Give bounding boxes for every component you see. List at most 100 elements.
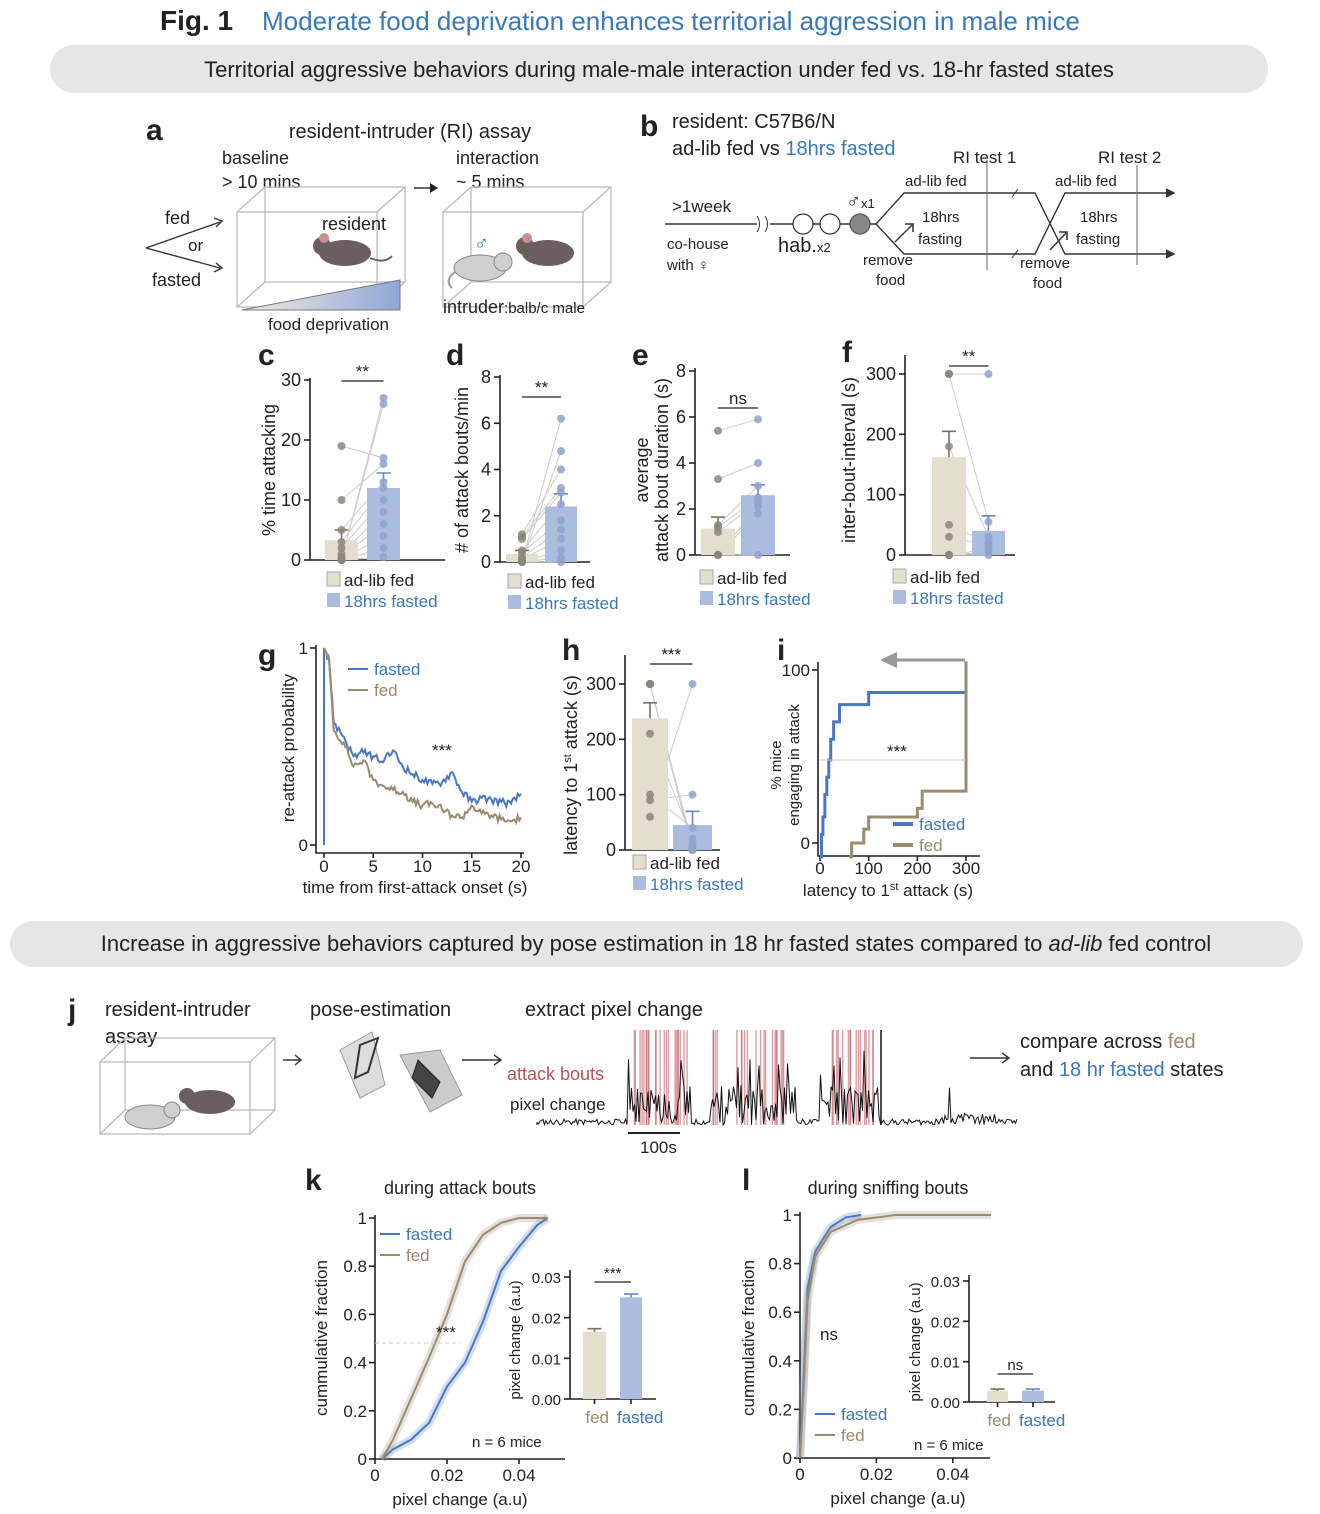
with-female-label: with ♀ bbox=[666, 257, 709, 274]
legend-swatch bbox=[633, 876, 646, 890]
panel-label-f: f bbox=[842, 336, 853, 369]
error-bar bbox=[624, 1293, 638, 1298]
panel-c: 0 10 20 30 ** % time attacking ad-lib fed 18hrs… bbox=[259, 362, 445, 611]
data-point bbox=[754, 482, 762, 490]
pixel-change-line bbox=[536, 1050, 1018, 1127]
y-tick-label: 8 bbox=[676, 361, 686, 381]
y-tick-label: 0.2 bbox=[768, 1400, 792, 1419]
data-point bbox=[379, 484, 388, 492]
legend-swatch bbox=[632, 854, 647, 870]
y-tick-label: 100 bbox=[866, 485, 896, 505]
paired-line bbox=[717, 418, 759, 432]
x-tick-label: 5 bbox=[369, 857, 378, 876]
x-tick-label: 0 bbox=[319, 857, 328, 876]
remove-food-2b: food bbox=[1033, 275, 1062, 292]
figure-label: Fig. 1 bbox=[160, 5, 233, 36]
y-tick-label: 0 bbox=[801, 834, 810, 853]
data-point bbox=[379, 400, 388, 408]
panel-k: 0 0.2 0.4 0.6 0.8 1 0 0.02 0.04 pixel change (a.u… bbox=[312, 1178, 565, 1509]
legend-label: 18hrs fasted bbox=[344, 592, 438, 611]
y-tick-label: 6 bbox=[676, 407, 686, 427]
x-category-label: fasted bbox=[1019, 1411, 1065, 1430]
arrow-head bbox=[430, 183, 438, 193]
data-point bbox=[984, 370, 993, 378]
panel-h: 0 100 200 300 *** latency to 1st attack (s) ad… bbox=[561, 645, 744, 894]
axis bbox=[968, 1275, 1055, 1403]
resident-mouse-icon bbox=[313, 233, 393, 266]
y-axis-label: attack bout duration (s) bbox=[652, 378, 672, 562]
resident-strain: resident: C57B6/N bbox=[672, 111, 835, 133]
panel-label-d: d bbox=[446, 339, 464, 372]
panel-l-inset: 0.00 0.01 0.02 0.03 ns pixel change (a.u) fed f… bbox=[907, 1274, 1065, 1430]
legend-label: ad-lib fed bbox=[344, 571, 414, 590]
legend-swatch bbox=[326, 571, 341, 587]
data-point bbox=[337, 526, 346, 534]
data-point bbox=[945, 532, 953, 541]
data-point bbox=[557, 465, 565, 474]
y-tick-label: 300 bbox=[586, 674, 616, 694]
panel-label-g: g bbox=[258, 639, 276, 672]
x-tick-label: 15 bbox=[462, 857, 481, 876]
x-tick-label: 0.02 bbox=[860, 1465, 893, 1484]
y-axis-label: average bbox=[632, 437, 652, 502]
y-tick-label: 100 bbox=[782, 661, 810, 680]
legend-swatch bbox=[508, 595, 521, 609]
data-point bbox=[754, 551, 762, 559]
panel-i: 0 100 0 100 200 300 latency to 1st attack (s)%… bbox=[768, 652, 980, 900]
y-tick-label: 0 bbox=[676, 545, 686, 565]
y-tick-label: 1 bbox=[299, 639, 308, 658]
y-tick-label: 20 bbox=[281, 430, 301, 450]
data-point bbox=[379, 544, 388, 552]
legend-label: 18hrs fasted bbox=[650, 875, 744, 894]
significance-label: ns bbox=[820, 1325, 838, 1344]
legend-swatch bbox=[699, 569, 714, 585]
data-point bbox=[714, 426, 722, 435]
y-tick-label: 10 bbox=[281, 490, 301, 510]
panel-label-j: j bbox=[67, 994, 76, 1027]
paired-line bbox=[649, 683, 693, 845]
ri-test-1: RI test 1 bbox=[953, 148, 1016, 167]
adlib-fed-1: ad-lib fed bbox=[905, 173, 967, 190]
data-point bbox=[337, 550, 346, 558]
data-point bbox=[945, 370, 953, 378]
bar-fed bbox=[987, 1391, 1008, 1402]
x-tick-label: 100 bbox=[854, 859, 882, 878]
section-title-1: Territorial aggressive behaviors during … bbox=[204, 57, 1114, 82]
data-point bbox=[945, 442, 953, 451]
data-point bbox=[379, 520, 388, 528]
pixel-change-trace bbox=[536, 1030, 1018, 1127]
x-axis-label: time from first-attack onset (s) bbox=[303, 878, 528, 897]
legend-label-fasted: fasted bbox=[406, 1225, 452, 1244]
n-note: n = 6 mice bbox=[472, 1434, 542, 1451]
panel-a: a resident-intruder (RI) assay baseline … bbox=[145, 114, 612, 334]
y-tick-label: 200 bbox=[866, 424, 896, 444]
axis bbox=[569, 1270, 656, 1400]
significance-label: ** bbox=[356, 362, 370, 381]
data-point bbox=[379, 478, 388, 486]
figure-title: Moderate food deprivation enhances terri… bbox=[262, 6, 1080, 36]
y-tick-label: 0.02 bbox=[931, 1314, 960, 1331]
habituation-circle bbox=[819, 213, 841, 235]
y-axis-label: cummulative fraction bbox=[739, 1260, 758, 1416]
panel-label-e: e bbox=[632, 339, 649, 372]
data-point bbox=[984, 532, 993, 541]
male-symbol-icon: ♂ bbox=[474, 233, 489, 255]
legend-label-fed: fed bbox=[919, 836, 943, 855]
y-tick-label: 0.02 bbox=[532, 1311, 561, 1328]
paired-line bbox=[717, 485, 759, 526]
data-point bbox=[337, 442, 346, 450]
legend-label-fasted: fasted bbox=[841, 1405, 887, 1424]
legend-label: ad-lib fed bbox=[650, 854, 720, 873]
x-tick-label: 20 bbox=[512, 857, 531, 876]
x-tick-label: 0 bbox=[815, 859, 824, 878]
legend-label-fasted: fasted bbox=[374, 660, 420, 679]
panel-label-c: c bbox=[258, 339, 275, 372]
data-point bbox=[754, 415, 762, 424]
x-tick-label: 0.02 bbox=[430, 1466, 463, 1485]
significance-label: ** bbox=[962, 347, 976, 366]
panel-k-inset: 0.00 0.01 0.02 0.03 *** pixel change (a.u) fed… bbox=[507, 1265, 663, 1427]
y-tick-label: 0.00 bbox=[931, 1395, 960, 1412]
remove-food-1a: remove bbox=[863, 252, 913, 269]
data-point bbox=[646, 796, 654, 805]
